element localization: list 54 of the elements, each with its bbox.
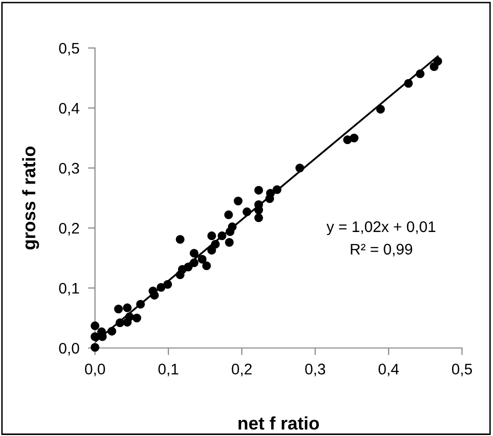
point [190, 258, 198, 268]
point [90, 332, 100, 341]
point [125, 312, 134, 322]
y-tick-label: 0,4 [59, 102, 80, 116]
point [198, 254, 207, 264]
x-tick-label: 0,5 [452, 364, 472, 376]
point [176, 235, 185, 244]
y-tick-label: 0,2 [59, 222, 79, 236]
point [272, 185, 282, 194]
point [207, 231, 216, 240]
point [350, 134, 358, 142]
point [132, 314, 142, 322]
point [404, 79, 413, 88]
point [234, 196, 242, 206]
point [254, 213, 264, 222]
point [190, 248, 198, 258]
y-axis-title: gross f ratio [22, 146, 40, 250]
point [90, 321, 100, 330]
point [433, 56, 442, 66]
point [228, 222, 237, 232]
x-tick-label: 0,2 [232, 364, 252, 376]
point [163, 280, 172, 289]
x-axis-title: net f ratio [238, 416, 319, 430]
point [184, 262, 193, 272]
point [254, 186, 264, 195]
point [295, 164, 304, 172]
point [416, 69, 425, 78]
x-tick-label: 0,0 [84, 364, 106, 376]
point [90, 343, 100, 352]
point [224, 210, 233, 220]
point [108, 326, 116, 336]
point [202, 261, 211, 270]
x-tick-label: 0,4 [378, 364, 399, 376]
point [156, 283, 166, 292]
y-tick-label: 0,0 [59, 342, 80, 356]
y-tick-label: 0,1 [59, 282, 79, 296]
x-tick-label: 0,1 [158, 364, 178, 376]
annotation: y = 1,02x + 0,01 [326, 221, 436, 236]
point [114, 304, 123, 314]
point [211, 240, 220, 249]
point [224, 238, 234, 247]
point [207, 246, 216, 255]
y-tick-label: 0,5 [59, 42, 80, 56]
y-tick-label: 0,3 [59, 162, 80, 176]
point [343, 135, 352, 144]
point [122, 303, 132, 312]
point [242, 207, 252, 216]
point [150, 290, 159, 300]
point [116, 318, 124, 328]
x-tick-label: 0,3 [305, 364, 326, 376]
point [136, 300, 145, 309]
point [218, 231, 226, 240]
point [376, 104, 385, 114]
annotation: R² = 0,99 [350, 244, 412, 256]
